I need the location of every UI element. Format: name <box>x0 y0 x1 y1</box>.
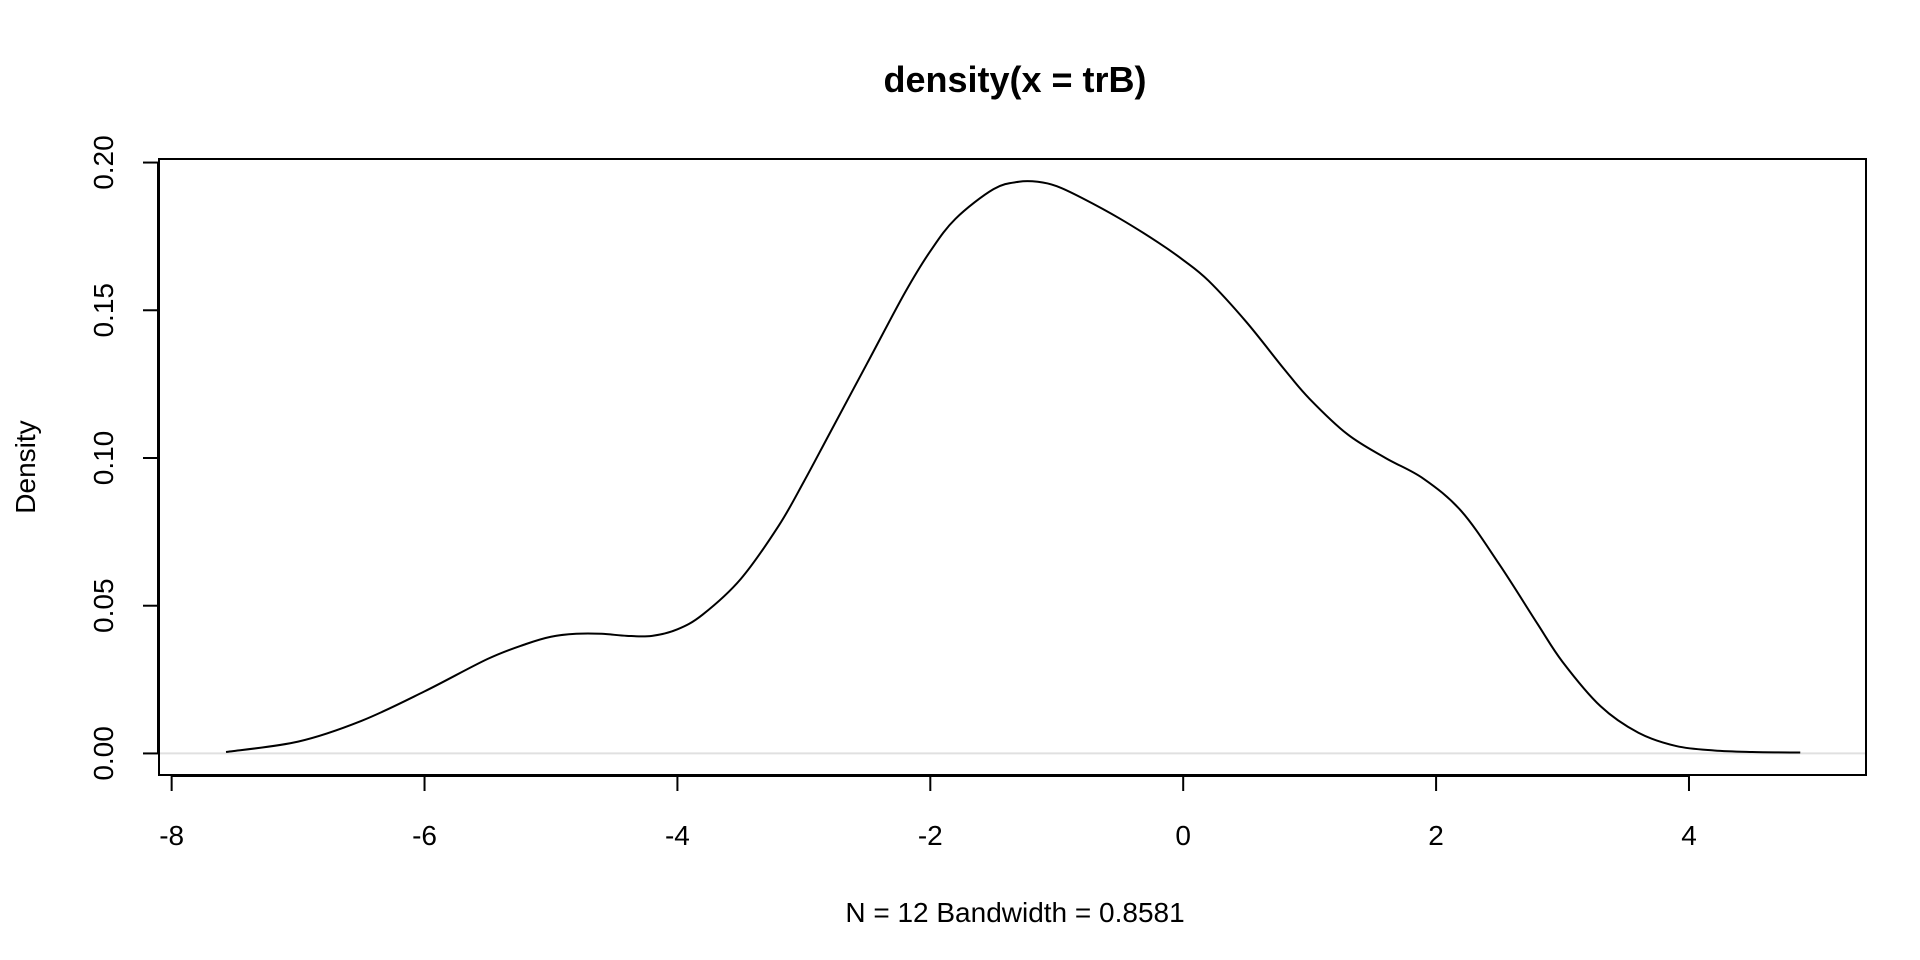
x-axis-label: N = 12 Bandwidth = 0.8581 <box>845 897 1184 928</box>
y-tick-label: 0.05 <box>88 578 119 633</box>
x-tick-label: -2 <box>918 820 943 851</box>
x-tick-label: -8 <box>159 820 184 851</box>
density-curve <box>225 180 1801 754</box>
y-axis: 0.00 0.05 0.10 0.15 0.20 <box>88 135 159 781</box>
y-tick-label: 0.20 <box>88 135 119 190</box>
chart-title: density(x = trB) <box>883 59 1146 100</box>
x-tick-label: 0 <box>1175 820 1191 851</box>
plot-frame <box>158 158 1867 776</box>
x-axis: -8 -6 -4 -2 0 2 4 <box>159 775 1697 851</box>
y-tick-label: 0.00 <box>88 726 119 781</box>
y-axis-label: Density <box>10 420 41 513</box>
y-tick-label: 0.15 <box>88 283 119 338</box>
series-layer <box>225 180 1801 754</box>
x-tick-label: 4 <box>1681 820 1697 851</box>
x-tick-label: -4 <box>665 820 690 851</box>
x-tick-label: 2 <box>1428 820 1444 851</box>
y-tick-label: 0.10 <box>88 431 119 486</box>
x-tick-label: -6 <box>412 820 437 851</box>
